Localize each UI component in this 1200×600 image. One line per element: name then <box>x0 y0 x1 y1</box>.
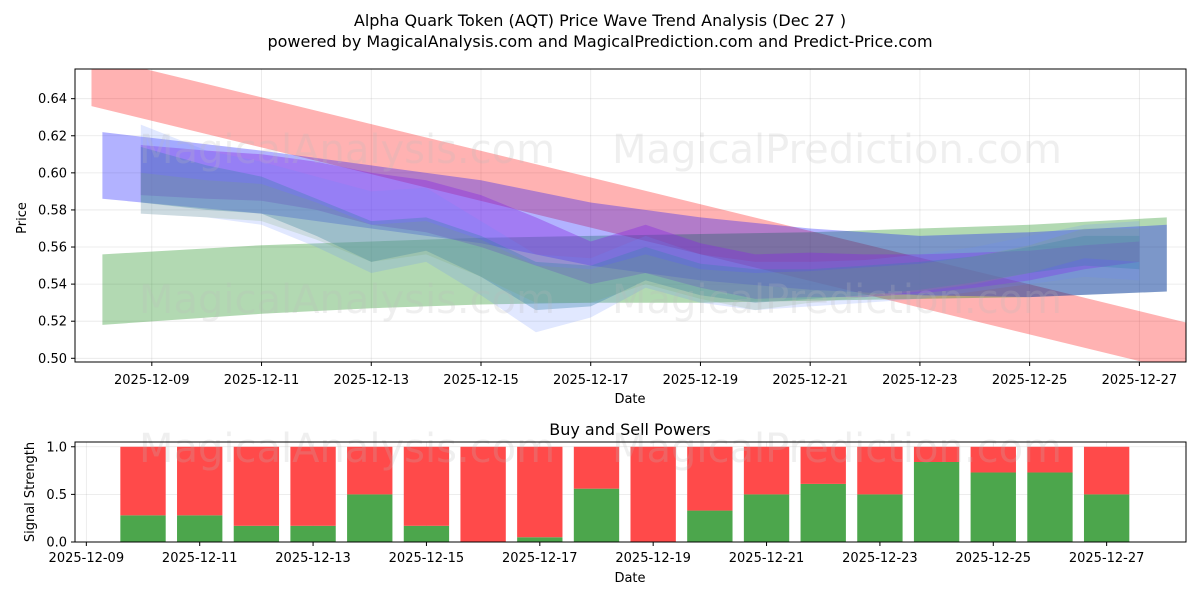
chart-subtitle: powered by MagicalAnalysis.com and Magic… <box>267 32 932 51</box>
price-x-tick-label: 2025-12-17 <box>553 373 629 388</box>
price-band-5 <box>140 124 1140 333</box>
buy-sell-chart: Buy and Sell Powers MagicalAnalysis.com … <box>23 420 1187 586</box>
price-y-tick-label: 0.58 <box>38 203 67 218</box>
sell-bar <box>630 446 676 542</box>
price-x-tick-label: 2025-12-21 <box>772 373 848 388</box>
signal-y-tick-label: 0.5 <box>46 488 67 503</box>
signal-x-tick-label: 2025-12-25 <box>955 551 1031 566</box>
sell-bar <box>1083 446 1130 495</box>
price-band-0 <box>91 69 1186 362</box>
price-bands <box>91 69 1186 362</box>
signal-y-tick-label: 1.0 <box>46 440 67 455</box>
price-band-3 <box>140 145 1140 299</box>
signal-watermarks: MagicalAnalysis.com MagicalPrediction.co… <box>139 426 1062 472</box>
sell-bar <box>970 446 1016 473</box>
watermark-analysis-3: MagicalAnalysis.com <box>139 426 555 472</box>
buy-bar <box>743 494 790 542</box>
buy-bar <box>290 525 336 542</box>
price-band-2 <box>102 132 1167 298</box>
buy-sell-title: Buy and Sell Powers <box>549 420 711 439</box>
sell-bar <box>517 446 563 538</box>
buy-bar <box>913 462 960 542</box>
price-x-tick-label: 2025-12-15 <box>443 373 519 388</box>
buy-bar <box>573 488 620 542</box>
sell-bar <box>290 446 336 526</box>
sell-bar <box>1027 446 1073 473</box>
signal-x-tick-label: 2025-12-15 <box>389 551 465 566</box>
price-y-label: Price <box>15 202 30 234</box>
price-x-tick-label: 2025-12-13 <box>333 373 409 388</box>
sell-bar <box>177 446 223 516</box>
sell-bar <box>743 446 790 495</box>
buy-bar <box>1083 494 1130 542</box>
sell-bar <box>913 446 960 462</box>
sell-bar <box>857 446 903 495</box>
buy-bar <box>687 510 733 542</box>
sell-bar <box>347 446 393 495</box>
buy-bar <box>517 537 563 542</box>
price-x-tick-label: 2025-12-09 <box>114 373 190 388</box>
buy-bar <box>970 472 1016 542</box>
signal-plot-frame <box>74 441 1187 543</box>
signal-x-tick-label: 2025-12-23 <box>842 551 918 566</box>
signal-y-label: Signal Strength <box>23 442 38 542</box>
sell-bar <box>573 446 620 489</box>
sell-bar <box>233 446 280 526</box>
price-wave-chart: MagicalAnalysis.com MagicalPrediction.co… <box>15 68 1187 407</box>
price-y-tick-label: 0.50 <box>38 352 67 367</box>
buy-bar <box>177 515 223 542</box>
watermark-prediction-1: MagicalPrediction.com <box>612 127 1062 173</box>
price-x-tick-label: 2025-12-25 <box>992 373 1068 388</box>
sell-bar <box>460 446 506 542</box>
sell-bar <box>120 446 166 516</box>
price-x-tick-label: 2025-12-23 <box>882 373 958 388</box>
buy-bar <box>120 515 166 542</box>
price-band-1 <box>102 217 1167 325</box>
signal-y-tick-label: 0.0 <box>46 536 67 551</box>
sell-bar <box>687 446 733 511</box>
price-band-4 <box>140 146 1140 311</box>
signal-x-tick-label: 2025-12-27 <box>1069 551 1145 566</box>
watermark-analysis-2: MagicalAnalysis.com <box>139 277 555 323</box>
price-y-tick-label: 0.52 <box>38 315 67 330</box>
sell-bar <box>800 446 846 484</box>
signal-bars <box>120 446 1130 542</box>
signal-x-tick-label: 2025-12-17 <box>502 551 578 566</box>
signal-x-tick-label: 2025-12-13 <box>275 551 351 566</box>
price-y-tick-label: 0.60 <box>38 166 67 181</box>
buy-bar <box>800 483 846 542</box>
price-x-tick-label: 2025-12-27 <box>1102 373 1178 388</box>
price-y-tick-label: 0.62 <box>38 129 67 144</box>
watermark-prediction-3: MagicalPrediction.com <box>612 426 1062 472</box>
price-y-tick-label: 0.56 <box>38 241 67 256</box>
sell-bar <box>403 446 450 526</box>
price-band-6 <box>140 172 1140 311</box>
buy-bar <box>857 494 903 542</box>
price-y-tick-label: 0.64 <box>38 92 67 107</box>
signal-axes: 2025-12-09 2025-12-11 2025-12-13 2025-12-15… <box>46 440 1144 566</box>
price-axes: 2025-12-09 2025-12-11 2025-12-13 2025-12-15… <box>38 92 1177 388</box>
signal-x-tick-label: 2025-12-11 <box>162 551 238 566</box>
price-grid <box>75 69 1186 362</box>
buy-bar <box>403 525 450 542</box>
signal-x-tick-label: 2025-12-21 <box>729 551 805 566</box>
signal-x-tick-label: 2025-12-19 <box>615 551 691 566</box>
buy-bar <box>347 494 393 542</box>
buy-bar <box>1027 472 1073 542</box>
signal-x-tick-label: 2025-12-09 <box>49 551 125 566</box>
chart-title: Alpha Quark Token (AQT) Price Wave Trend… <box>354 11 846 30</box>
price-x-tick-label: 2025-12-11 <box>224 373 300 388</box>
price-y-tick-label: 0.54 <box>38 278 67 293</box>
watermark-analysis-1: MagicalAnalysis.com <box>139 127 555 173</box>
buy-bar <box>233 525 280 542</box>
watermark-prediction-2: MagicalPrediction.com <box>612 277 1062 323</box>
price-watermarks: MagicalAnalysis.com MagicalPrediction.co… <box>139 127 1062 323</box>
price-x-label: Date <box>614 392 645 407</box>
price-x-tick-label: 2025-12-19 <box>663 373 739 388</box>
price-plot-frame <box>74 68 1187 363</box>
signal-x-label: Date <box>614 571 645 586</box>
